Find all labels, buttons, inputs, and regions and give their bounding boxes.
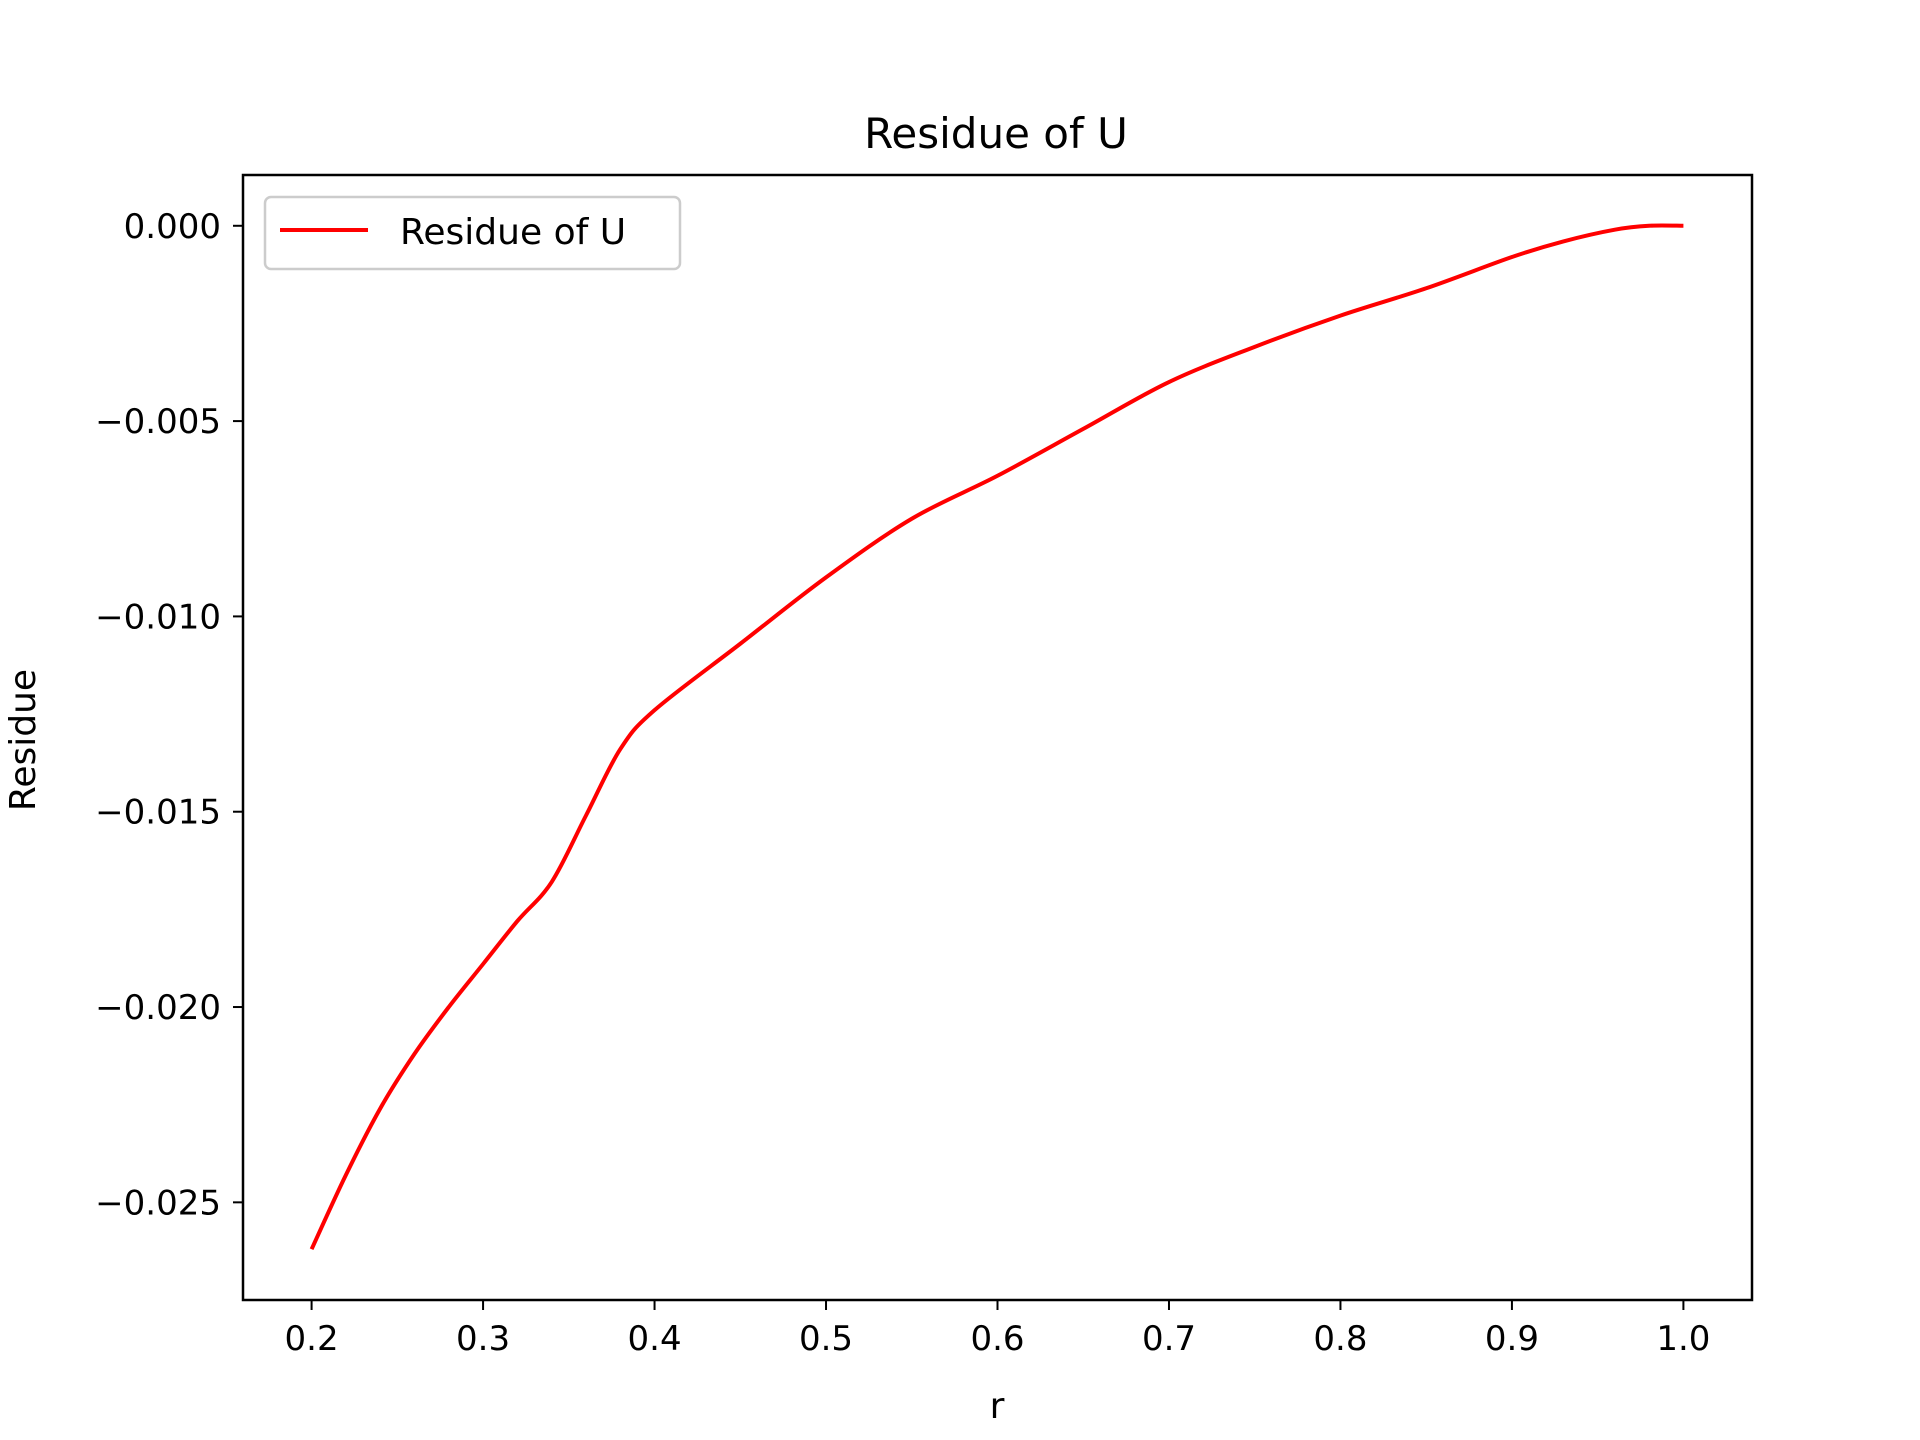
y-tick-label: 0.000 bbox=[124, 207, 221, 247]
series-line-residue-of-u bbox=[309, 223, 1684, 1251]
y-tick-label: −0.020 bbox=[95, 988, 221, 1028]
x-tick-label: 0.7 bbox=[1142, 1319, 1196, 1359]
legend-box bbox=[263, 195, 682, 271]
legend-label: Residue of U bbox=[400, 212, 626, 253]
x-tick-label: 0.2 bbox=[285, 1319, 339, 1359]
x-tick-label: 0.4 bbox=[628, 1319, 682, 1359]
x-tick-label: 0.5 bbox=[799, 1319, 853, 1359]
chart-title: Residue of U bbox=[864, 109, 1128, 158]
y-tick-label: −0.015 bbox=[95, 793, 221, 833]
y-tick-label: −0.010 bbox=[95, 597, 221, 637]
y-tick-label: −0.025 bbox=[95, 1183, 221, 1223]
plot-area bbox=[309, 223, 1684, 1251]
y-axis-label: Residue bbox=[3, 669, 44, 811]
x-tick-label: 1.0 bbox=[1656, 1319, 1710, 1359]
y-tick-label: −0.005 bbox=[95, 402, 221, 442]
legend: Residue of U bbox=[263, 195, 682, 271]
x-tick-label: 0.3 bbox=[456, 1319, 510, 1359]
x-tick-label: 0.8 bbox=[1313, 1319, 1367, 1359]
x-axis-label: r bbox=[990, 1386, 1005, 1427]
y-axis: 0.000 −0.005 −0.010 −0.015 −0.020 −0.025 bbox=[95, 207, 243, 1223]
x-axis: 0.2 0.3 0.4 0.5 0.6 0.7 0.8 0.9 1.0 bbox=[285, 1300, 1710, 1359]
x-tick-label: 0.6 bbox=[970, 1319, 1024, 1359]
x-tick-label: 0.9 bbox=[1485, 1319, 1539, 1359]
